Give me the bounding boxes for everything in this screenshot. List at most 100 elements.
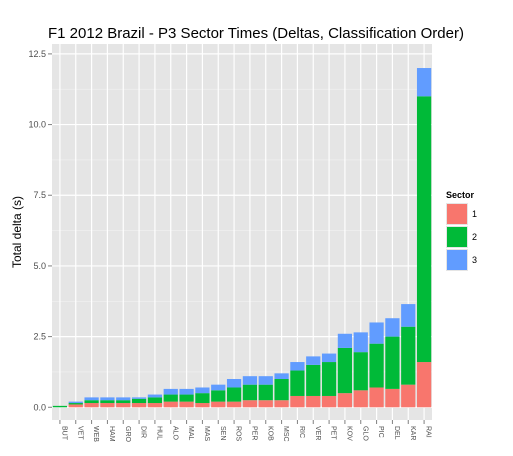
bar-kob-sector-1 (258, 400, 273, 408)
x-tick-label: RAI (425, 426, 432, 438)
bar-but-sector-2 (52, 405, 68, 408)
bar-vet-sector-2 (68, 403, 83, 405)
bar-ham-sector-1 (100, 403, 115, 408)
bar-rai-sector-2 (416, 96, 432, 363)
legend-label-sector-1: 1 (472, 209, 477, 219)
bar-pic-sector-1 (369, 387, 384, 408)
bar-dir-sector-3 (131, 397, 147, 399)
bar-web-sector-3 (84, 397, 99, 401)
legend-swatch-sector-2 (447, 227, 467, 247)
bar-pic-sector-3 (369, 322, 384, 344)
bar-sen-sector-2 (211, 390, 226, 402)
bar-del-sector-3 (385, 318, 400, 337)
bar-ric-sector-2 (290, 370, 305, 396)
bar-ver-sector-2 (306, 364, 321, 396)
bar-web-sector-2 (84, 400, 99, 404)
x-axis-ticks: BUT VET WEB HAM GRO DIR HUL ALO MAL MAS SEN ROS PER K… (59, 420, 432, 443)
bar-mas-sector-1 (195, 403, 210, 408)
x-tick-label: WEB (92, 426, 99, 442)
x-tick-label: GRO (124, 426, 131, 443)
plot-panel (52, 44, 432, 420)
x-tick-label: HAM (108, 426, 115, 442)
x-tick-label: MSC (282, 426, 289, 442)
bar-pet-sector-3 (321, 353, 337, 363)
legend-label-sector-3: 3 (472, 255, 477, 265)
bar-kar-sector-3 (401, 304, 416, 327)
bar-rai-sector-3 (416, 68, 432, 97)
bar-alo-sector-3 (163, 388, 178, 395)
bar-ham-sector-2 (100, 400, 115, 404)
y-tick-label: 0.0 (33, 402, 46, 412)
x-tick-label: KOB (266, 426, 273, 441)
x-tick-label: PIC (377, 426, 384, 438)
bar-vet-sector-1 (68, 404, 83, 408)
bar-del-sector-2 (385, 336, 400, 389)
bar-mal-sector-1 (179, 401, 194, 408)
bar-mas-sector-2 (195, 393, 210, 404)
x-tick-label: DEL (393, 426, 400, 440)
bar-kar-sector-2 (401, 326, 416, 385)
bar-rai-sector-1 (416, 362, 432, 408)
x-tick-label: PER (250, 426, 257, 440)
bar-ros-sector-1 (226, 401, 242, 408)
bar-vet-sector-3 (68, 401, 83, 404)
x-tick-label: KAR (409, 426, 416, 440)
x-tick-label: BUT (60, 426, 67, 441)
bar-kob-sector-3 (258, 376, 273, 385)
y-tick-label: 5.0 (33, 261, 46, 271)
bar-gro-sector-2 (116, 400, 131, 404)
x-tick-label: SEN (219, 426, 226, 440)
legend-label-sector-2: 2 (472, 232, 477, 242)
bar-kob-sector-2 (258, 384, 273, 401)
y-tick-label: 10.0 (28, 120, 46, 130)
bar-glo-sector-3 (353, 332, 368, 353)
bar-ham-sector-3 (100, 397, 115, 401)
bar-pic-sector-2 (369, 343, 384, 388)
bar-sen-sector-3 (211, 384, 226, 391)
legend-swatch-sector-1 (447, 204, 467, 224)
bar-ver-sector-1 (306, 395, 321, 408)
bar-ros-sector-2 (226, 387, 242, 402)
bar-hul-sector-3 (147, 394, 163, 398)
x-tick-label: GLO (361, 426, 368, 441)
bar-per-sector-1 (242, 400, 258, 408)
bar-hul-sector-2 (147, 397, 163, 404)
legend-title: Sector (446, 190, 475, 200)
bar-per-sector-2 (242, 384, 258, 401)
bar-msc-sector-1 (274, 400, 289, 408)
bar-pet-sector-2 (321, 362, 337, 396)
bars (52, 68, 432, 408)
y-axis-ticks: 0.0 2.5 5.0 7.5 10.0 12.5 (28, 49, 52, 412)
bar-web-sector-1 (84, 403, 99, 408)
y-tick-label: 2.5 (33, 332, 46, 342)
bar-gro-sector-1 (116, 403, 131, 408)
legend-swatch-sector-3 (447, 250, 467, 270)
x-tick-label: PET (330, 426, 337, 440)
bar-sen-sector-1 (211, 401, 226, 408)
chart-title: F1 2012 Brazil - P3 Sector Times (Deltas… (48, 25, 464, 42)
bar-ric-sector-1 (290, 395, 305, 408)
y-axis-label: Total delta (s) (10, 196, 24, 268)
bar-alo-sector-2 (163, 394, 178, 402)
x-tick-label: VET (76, 426, 83, 440)
x-tick-label: VER (314, 426, 321, 440)
bar-glo-sector-1 (353, 390, 368, 408)
x-tick-label: ALO (171, 426, 178, 441)
bar-dir-sector-2 (131, 398, 147, 404)
x-tick-label: HUL (155, 426, 162, 440)
bar-alo-sector-1 (163, 401, 178, 408)
bar-kov-sector-3 (337, 333, 353, 348)
bar-msc-sector-3 (274, 373, 289, 380)
bar-del-sector-1 (385, 388, 400, 408)
x-tick-label: KOV (345, 426, 352, 441)
x-tick-label: RIC (298, 426, 305, 438)
x-tick-label: MAS (203, 426, 210, 442)
bar-gro-sector-3 (116, 397, 131, 401)
bar-ros-sector-3 (226, 379, 242, 388)
x-tick-label: DIR (140, 426, 147, 438)
bar-ver-sector-3 (306, 356, 321, 365)
y-tick-label: 12.5 (28, 49, 46, 59)
bar-kov-sector-2 (337, 347, 353, 394)
bar-pet-sector-1 (321, 395, 337, 408)
